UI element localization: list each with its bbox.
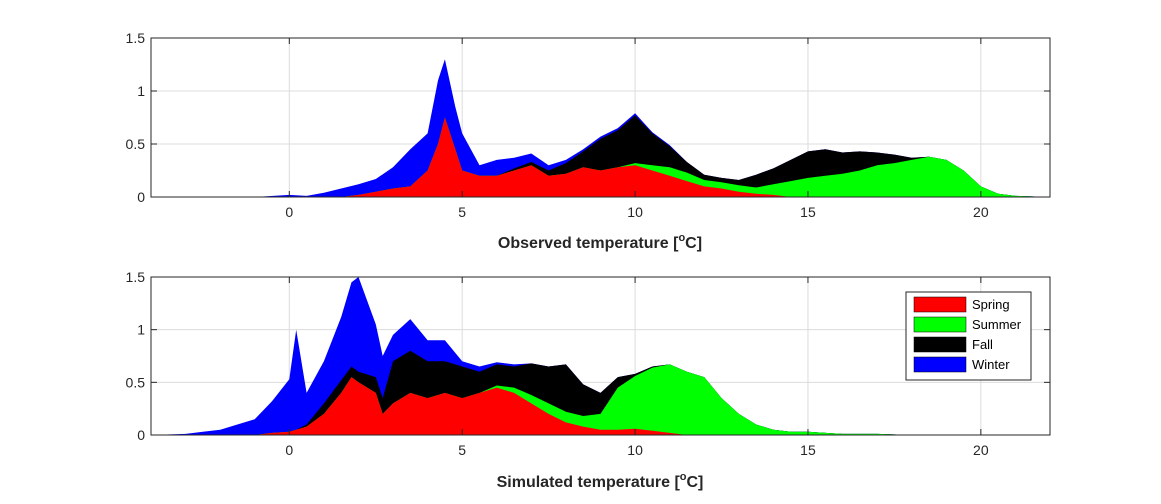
y-tick-label: 1.5	[126, 269, 146, 285]
x-tick-label: 5	[458, 204, 466, 220]
x-axis-label-observed: Observed temperature [oC]	[498, 232, 702, 252]
observed-temperature-panel: 0 5 10 15 20 0 0.5 1 1.5	[126, 30, 1051, 220]
y-tick-label: 0	[137, 189, 145, 205]
legend-swatch-spring	[913, 296, 967, 313]
axes-box	[150, 37, 1051, 198]
axes-box	[150, 276, 1051, 436]
legend-label-summer: Summer	[972, 317, 1022, 332]
y-tick-label: 1.5	[126, 30, 146, 46]
legend-label-fall: Fall	[972, 337, 993, 352]
area-summer	[151, 117, 1050, 197]
legend-label-winter: Winter	[972, 357, 1010, 372]
area-spring	[151, 117, 1050, 197]
y-tick-label: 1	[137, 322, 145, 338]
x-tick-label: 20	[973, 442, 989, 458]
y-tick-label: 0	[137, 427, 145, 443]
legend-swatch-fall	[913, 336, 967, 353]
legend-swatch-winter	[913, 356, 967, 373]
legend: Spring Summer Fall Winter	[905, 291, 1032, 381]
legend-swatch-summer	[913, 316, 967, 333]
y-tick-label: 0.5	[126, 136, 146, 152]
x-tick-label: 20	[973, 204, 989, 220]
x-tick-label: 0	[285, 442, 293, 458]
area-spring	[151, 377, 1050, 435]
y-tick-label: 1	[137, 83, 145, 99]
x-axis-label-simulated: Simulated temperature [oC]	[497, 471, 704, 491]
x-tick-label: 10	[627, 204, 643, 220]
y-tick-label: 0.5	[126, 374, 146, 390]
legend-label-spring: Spring	[972, 297, 1010, 312]
x-tick-label: 5	[458, 442, 466, 458]
simulated-temperature-panel: 0 5 10 15 20 0 0.5 1 1.5	[126, 269, 1051, 458]
x-tick-label: 10	[627, 442, 643, 458]
x-tick-label: 15	[800, 204, 816, 220]
x-tick-label: 0	[285, 204, 293, 220]
x-tick-label: 15	[800, 442, 816, 458]
